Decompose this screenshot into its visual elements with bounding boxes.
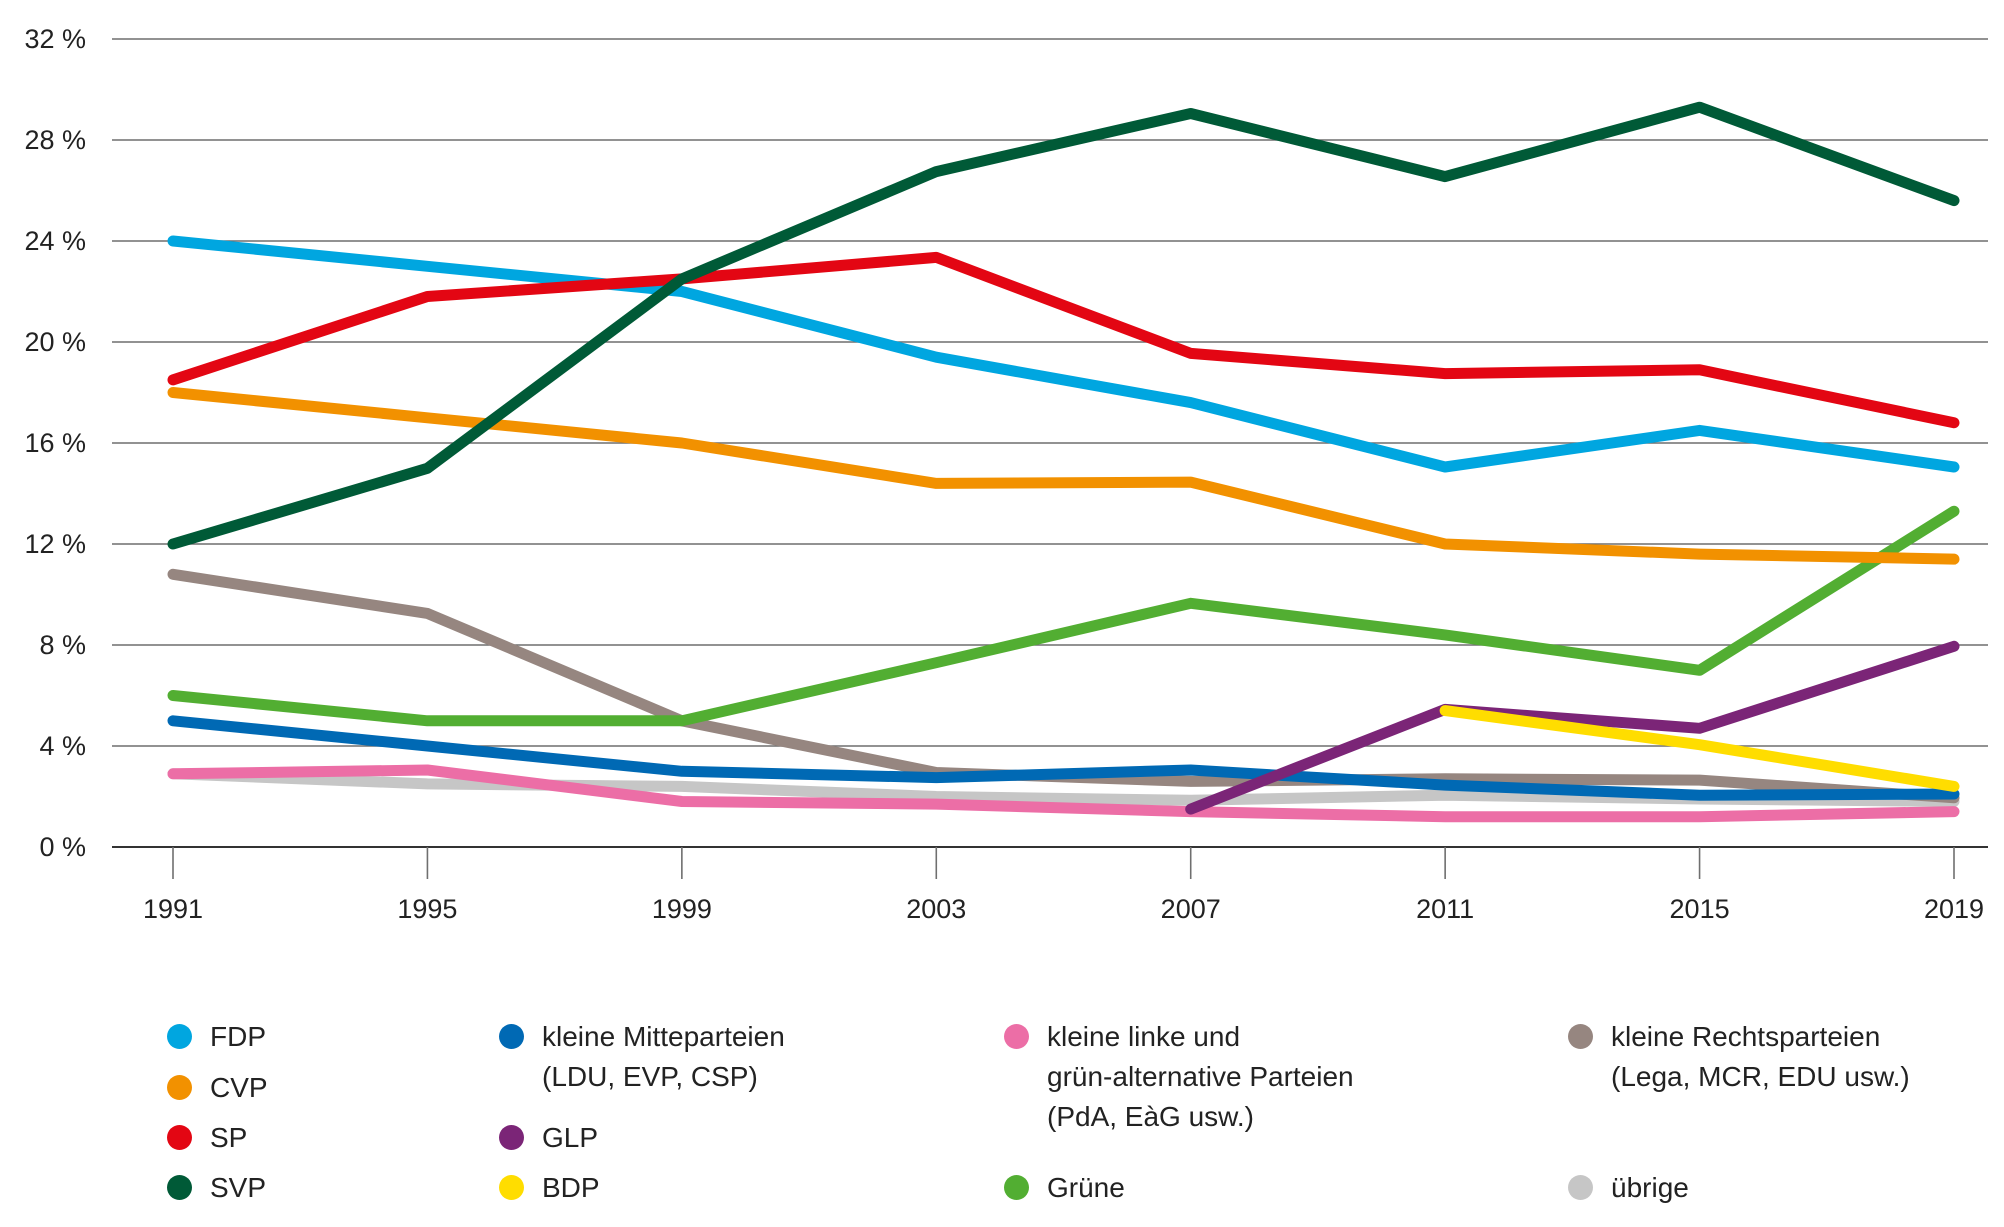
legend-dot-icon (167, 1125, 192, 1150)
x-tick-label: 1995 (397, 894, 457, 924)
legend-item-kleine-mitteparteien: kleine Mitteparteien (LDU, EVP, CSP) (499, 1019, 785, 1097)
legend-dot-icon (499, 1175, 524, 1200)
legend-item-uebrige: übrige (1568, 1170, 1689, 1208)
x-axis-ticks: 1991 1995 1999 2003 2007 2011 2015 2019 (143, 847, 1984, 924)
series-line-cvp (167, 387, 1960, 565)
legend-label: kleine Mitteparteien (LDU, EVP, CSP) (542, 1021, 785, 1092)
legend-item-svp: SVP (167, 1170, 266, 1208)
y-tick-label: 8 % (39, 630, 86, 660)
legend-item-kleine-rechtsparteien: kleine Rechtsparteien (Lega, MCR, EDU us… (1568, 1019, 1910, 1097)
legend-dot-icon (1568, 1175, 1593, 1200)
legend-label: FDP (210, 1021, 266, 1052)
series-line-links (167, 764, 1960, 823)
legend-label: übrige (1611, 1172, 1689, 1203)
legend-item-fdp: FDP (167, 1019, 266, 1057)
y-tick-label: 16 % (24, 428, 86, 458)
y-tick-label: 4 % (39, 731, 86, 761)
legend-item-sp: SP (167, 1120, 247, 1158)
legend-item-gruene: Grüne (1004, 1170, 1125, 1208)
series-line-bdp (1439, 705, 1960, 792)
series-line-glp (1185, 640, 1960, 815)
legend-dot-icon (167, 1175, 192, 1200)
line-chart: 0 %4 %8 %12 %16 %20 %24 %28 %32 % 1991 19… (24, 24, 1988, 924)
x-tick-label: 1991 (143, 894, 203, 924)
y-tick-label: 32 % (24, 24, 86, 54)
legend-label: BDP (542, 1172, 600, 1203)
legend-label: SP (210, 1122, 248, 1153)
x-tick-label: 2007 (1161, 894, 1221, 924)
x-tick-label: 2003 (906, 894, 966, 924)
series-line-gruene (167, 505, 1960, 727)
legend-item-kleine-linke-parteien: kleine linke und grün-alternative Partei… (1004, 1019, 1354, 1137)
series-line-rechts (167, 568, 1960, 804)
legend-dot-icon (1004, 1024, 1029, 1049)
legend-label: CVP (210, 1072, 268, 1103)
y-tick-label: 0 % (39, 832, 86, 862)
legend-dot-icon (1568, 1024, 1593, 1049)
x-tick-label: 2019 (1924, 894, 1984, 924)
x-tick-label: 2015 (1670, 894, 1730, 924)
legend-label: SVP (210, 1172, 267, 1203)
legend-label: Grüne (1047, 1172, 1125, 1203)
legend-item-bdp: BDP (499, 1170, 600, 1208)
series-line-fdp (167, 235, 1960, 473)
series-lines (167, 101, 1960, 823)
series-line-mitte (167, 715, 1960, 801)
legend-label: GLP (542, 1122, 599, 1153)
y-tick-label: 28 % (24, 125, 86, 155)
legend-label: kleine linke und grün-alternative Partei… (1047, 1021, 1354, 1132)
legend-dot-icon (1004, 1175, 1029, 1200)
y-tick-label: 20 % (24, 327, 86, 357)
y-axis-ticks: 0 % 4 % 8 % 12 % 16 % 20 % 24 % 28 % 32 % (24, 24, 86, 862)
x-tick-label: 2011 (1416, 894, 1474, 924)
legend-item-cvp: CVP (167, 1070, 268, 1108)
legend-dot-icon (167, 1075, 192, 1100)
y-tick-label: 12 % (24, 529, 86, 559)
x-tick-label: 1999 (652, 894, 712, 924)
legend-dot-icon (499, 1125, 524, 1150)
legend-label: kleine Rechtsparteien (Lega, MCR, EDU us… (1611, 1021, 1910, 1092)
legend-item-glp: GLP (499, 1120, 598, 1158)
legend-dot-icon (167, 1024, 192, 1049)
series-line-sp (167, 251, 1960, 429)
series-line-svp (167, 101, 1960, 550)
legend-dot-icon (499, 1024, 524, 1049)
y-tick-label: 24 % (24, 226, 86, 256)
